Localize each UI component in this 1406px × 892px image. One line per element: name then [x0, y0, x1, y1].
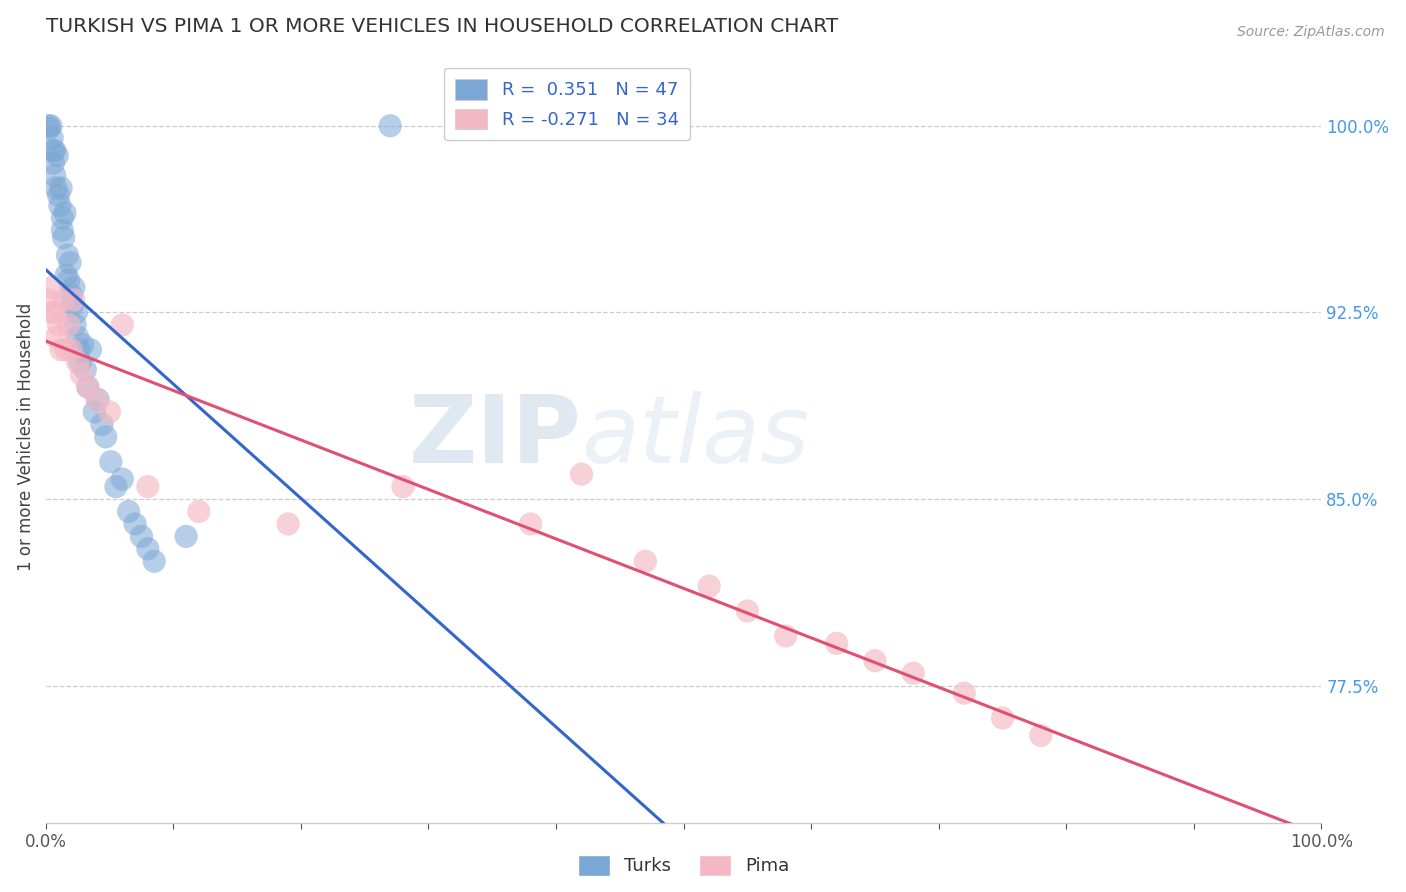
Text: atlas: atlas: [582, 392, 810, 483]
Point: [38, 121, 60, 136]
Point: [48, 188, 70, 202]
Y-axis label: 1 or more Vehicles in Household: 1 or more Vehicles in Household: [17, 302, 35, 571]
Point: [187, 504, 209, 518]
Point: [49, 181, 72, 195]
Point: [124, 516, 146, 531]
Point: [634, 554, 657, 568]
Point: [45, 330, 67, 344]
Point: [79, 343, 101, 357]
Point: [136, 480, 159, 494]
Point: [75, 362, 97, 376]
Point: [519, 516, 541, 531]
Point: [825, 636, 848, 650]
Point: [39, 119, 62, 133]
Point: [55, 268, 77, 282]
Point: [991, 711, 1014, 725]
Point: [52, 231, 75, 245]
Point: [37, 293, 59, 307]
Point: [65, 305, 87, 319]
Point: [49, 198, 72, 212]
Point: [56, 248, 79, 262]
Point: [863, 654, 886, 668]
Point: [39, 305, 62, 319]
Point: [392, 480, 415, 494]
Point: [77, 380, 100, 394]
Point: [143, 554, 166, 568]
Point: [63, 318, 86, 332]
Point: [131, 529, 153, 543]
Point: [51, 223, 73, 237]
Point: [49, 343, 72, 357]
Point: [697, 579, 720, 593]
Point: [42, 156, 65, 170]
Point: [111, 472, 134, 486]
Point: [111, 318, 134, 332]
Point: [100, 455, 122, 469]
Point: [62, 298, 84, 312]
Point: [55, 343, 77, 357]
Point: [59, 255, 82, 269]
Point: [70, 368, 93, 382]
Point: [83, 405, 105, 419]
Point: [60, 288, 83, 302]
Point: [37, 119, 59, 133]
Point: [571, 467, 593, 482]
Point: [58, 318, 80, 332]
Point: [66, 330, 89, 344]
Point: [58, 273, 80, 287]
Point: [77, 380, 100, 394]
Point: [118, 504, 141, 518]
Point: [41, 131, 63, 145]
Text: ZIP: ZIP: [409, 391, 582, 483]
Point: [48, 318, 70, 332]
Point: [775, 629, 797, 643]
Point: [174, 529, 197, 543]
Point: [94, 430, 117, 444]
Point: [72, 337, 94, 351]
Point: [903, 666, 925, 681]
Point: [380, 119, 402, 133]
Point: [104, 480, 127, 494]
Point: [44, 305, 66, 319]
Point: [46, 148, 69, 162]
Point: [44, 169, 66, 183]
Point: [52, 293, 75, 307]
Point: [44, 144, 66, 158]
Point: [63, 280, 86, 294]
Point: [41, 280, 63, 294]
Point: [53, 206, 76, 220]
Point: [136, 541, 159, 556]
Point: [66, 355, 89, 369]
Point: [42, 144, 65, 158]
Point: [277, 516, 299, 531]
Point: [51, 211, 73, 225]
Point: [67, 343, 90, 357]
Point: [63, 293, 86, 307]
Point: [98, 405, 121, 419]
Point: [90, 417, 112, 432]
Point: [87, 392, 110, 407]
Text: TURKISH VS PIMA 1 OR MORE VEHICLES IN HOUSEHOLD CORRELATION CHART: TURKISH VS PIMA 1 OR MORE VEHICLES IN HO…: [46, 17, 838, 36]
Point: [69, 355, 91, 369]
Point: [953, 686, 976, 700]
Point: [1029, 728, 1052, 742]
Point: [86, 392, 108, 407]
Legend: Turks, Pima: Turks, Pima: [571, 847, 797, 883]
Text: Source: ZipAtlas.com: Source: ZipAtlas.com: [1237, 25, 1385, 39]
Point: [60, 343, 83, 357]
Point: [737, 604, 759, 618]
Point: [45, 181, 67, 195]
